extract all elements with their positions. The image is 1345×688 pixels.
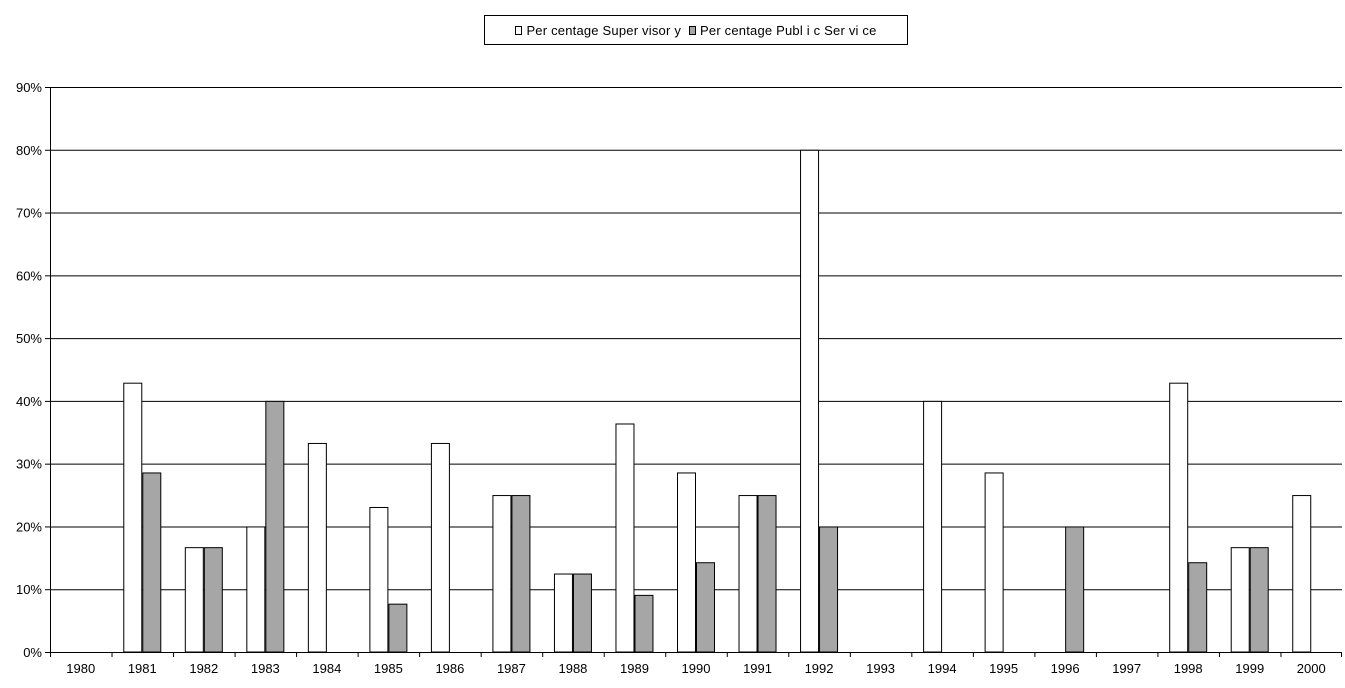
- axis-layer: [45, 87, 1342, 657]
- bar-supervisory: [430, 442, 450, 653]
- bar-public-service: [388, 603, 408, 653]
- x-tick-label: 1998: [1174, 661, 1203, 676]
- bar-supervisory: [492, 495, 512, 653]
- x-tick-label: 1982: [189, 661, 218, 676]
- bar-public-service: [757, 495, 777, 653]
- x-tick-label: 1990: [682, 661, 711, 676]
- legend-item-supervisory: Per centage Super visor y: [515, 23, 681, 38]
- y-tick-label: 20%: [16, 519, 42, 534]
- y-tick-labels: 0% 10% 20% 30% 40% 50% 60% 70% 80% 90%: [16, 80, 42, 660]
- bar-public-service: [142, 472, 162, 653]
- bar-supervisory: [369, 506, 389, 653]
- x-tick-label: 1991: [743, 661, 772, 676]
- x-tick-label: 1983: [251, 661, 280, 676]
- y-tick-label: 40%: [16, 394, 42, 409]
- x-tick-label: 1999: [1235, 661, 1264, 676]
- x-tick-label: 1993: [866, 661, 895, 676]
- bar-supervisory: [123, 382, 143, 653]
- bar-public-service: [1249, 547, 1269, 653]
- bar-supervisory: [553, 573, 573, 653]
- bar-public-service: [634, 594, 654, 653]
- bar-layer: [123, 149, 1312, 653]
- x-tick-label: 1994: [928, 661, 957, 676]
- bar-supervisory: [246, 526, 266, 653]
- bar-public-service: [819, 526, 839, 653]
- y-tick-label: 90%: [16, 80, 42, 95]
- bar-supervisory: [184, 547, 204, 653]
- bar-supervisory: [923, 400, 943, 653]
- legend-item-public-service: Per centage Publ i c Ser vi ce: [689, 23, 877, 38]
- grid-layer: [50, 87, 1342, 591]
- legend: Per centage Super visor y Per centage Pu…: [484, 15, 908, 45]
- legend-swatch-public-service: [689, 25, 697, 35]
- x-tick-label: 1980: [66, 661, 95, 676]
- x-tick-label: 1987: [497, 661, 526, 676]
- bar-public-service: [1188, 562, 1208, 653]
- legend-label-supervisory: Per centage Super visor y: [526, 22, 682, 38]
- x-tick-label: 1996: [1051, 661, 1080, 676]
- y-tick-label: 80%: [16, 143, 42, 158]
- bar-supervisory: [1169, 382, 1189, 653]
- x-tick-label: 1981: [128, 661, 157, 676]
- x-tick-label: 1992: [805, 661, 834, 676]
- bar-supervisory: [307, 442, 327, 653]
- bar-supervisory: [1292, 495, 1312, 653]
- x-tick-labels: 1980 1981 1982 1983 1984 1985 1986 1987 1988 1989…: [66, 661, 1325, 676]
- bar-public-service: [511, 495, 531, 653]
- x-tick-label: 1986: [435, 661, 464, 676]
- bar-supervisory: [738, 495, 758, 653]
- legend-label-public-service: Per centage Publ i c Ser vi ce: [700, 22, 877, 38]
- y-tick-label: 70%: [16, 206, 42, 221]
- y-tick-label: 0%: [23, 645, 42, 660]
- bar-supervisory: [984, 472, 1004, 653]
- y-tick-label: 10%: [16, 582, 42, 597]
- x-tick-label: 1997: [1112, 661, 1141, 676]
- y-tick-label: 30%: [16, 457, 42, 472]
- bar-public-service: [265, 400, 285, 653]
- legend-swatch-supervisory: [515, 25, 523, 35]
- bar-supervisory: [800, 149, 820, 653]
- y-tick-label: 50%: [16, 331, 42, 346]
- x-tick-label: 1985: [374, 661, 403, 676]
- bar-supervisory: [615, 423, 635, 653]
- bar-public-service: [203, 547, 223, 653]
- bar-public-service: [1065, 526, 1085, 653]
- bar-public-service: [572, 573, 592, 653]
- x-tick-label: 2000: [1297, 661, 1326, 676]
- bar-supervisory: [677, 472, 696, 653]
- x-tick-label: 1984: [312, 661, 341, 676]
- y-tick-label: 60%: [16, 268, 42, 283]
- x-tick-label: 1995: [989, 661, 1018, 676]
- x-tick-label: 1989: [620, 661, 649, 676]
- x-tick-label: 1988: [558, 661, 587, 676]
- bar-public-service: [696, 562, 715, 653]
- bar-supervisory: [1230, 547, 1250, 653]
